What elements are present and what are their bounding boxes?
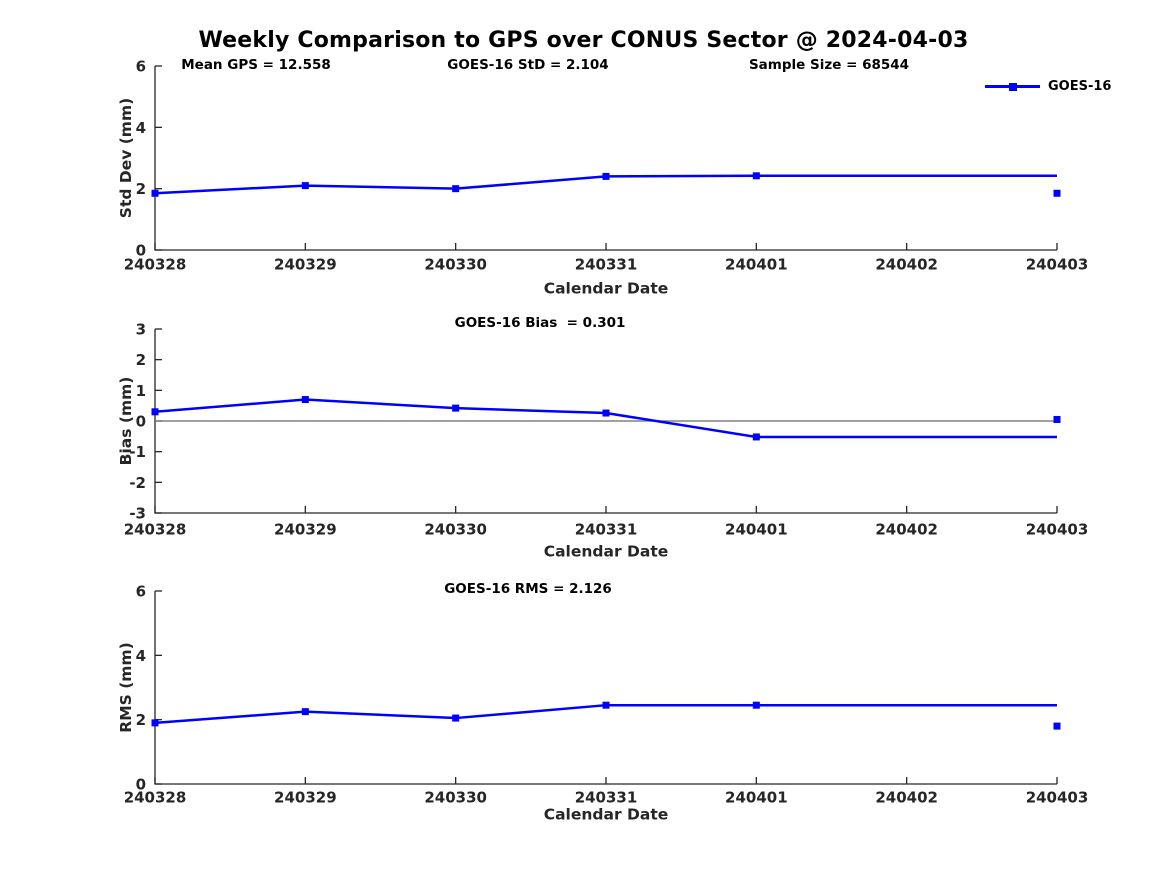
figure-title: Weekly Comparison to GPS over CONUS Sect… [198,28,969,53]
data-point-marker [301,396,309,404]
y-tick-label: 2 [136,351,146,369]
y-axis-label: Bias (mm) [117,377,135,466]
y-axis-label: RMS (mm) [117,642,135,732]
x-tick-label: 240328 [124,256,187,274]
data-point-marker [301,708,309,716]
annotation: Mean GPS = 12.558 [181,57,331,73]
x-axis-label: Calendar Date [544,806,669,824]
x-tick-label: 240330 [424,256,487,274]
x-tick-label: 240329 [274,256,337,274]
y-axis-label: Std Dev (mm) [117,98,135,218]
x-tick-label: 240402 [875,256,938,274]
x-tick-label: 240328 [124,521,187,539]
x-tick-label: 240403 [1026,789,1089,807]
annotation: GOES-16 StD = 2.104 [447,57,608,73]
data-point-marker [151,408,159,416]
y-tick-label: 4 [136,647,146,665]
x-tick-label: 240330 [424,521,487,539]
x-axis-label: Calendar Date [544,543,669,561]
data-point-marker [1053,189,1061,197]
y-tick-label: 2 [136,711,146,729]
y-tick-label: -1 [129,443,146,461]
data-point-marker [452,185,460,193]
data-line [154,398,1057,439]
data-point-marker [752,172,760,180]
data-point-marker [752,701,760,709]
x-tick-label: 240328 [124,789,187,807]
data-point-marker [752,433,760,441]
data-point-marker [452,404,460,412]
annotation: GOES-16 Bias = 0.301 [455,315,626,331]
annotation: GOES-16 RMS = 2.126 [444,581,612,597]
data-point-marker [602,172,610,180]
y-tick-label: 4 [136,119,146,137]
legend-label: GOES-16 [1048,79,1112,94]
data-point-marker [602,409,610,417]
x-tick-label: 240403 [1026,521,1089,539]
data-point-marker [301,182,309,190]
y-tick-label: 6 [136,58,146,76]
data-point-marker [151,189,159,197]
data-point-marker [602,701,610,709]
x-axis-label: Calendar Date [544,280,669,298]
legend: GOES-16 [985,79,1111,94]
legend-line-sample [985,82,1040,91]
x-tick-label: 240329 [274,789,337,807]
data-point-marker [1053,415,1061,423]
y-tick-label: 0 [136,413,146,431]
x-tick-label: 240401 [725,256,788,274]
legend-square-marker-icon [1008,82,1017,91]
x-tick-label: 240329 [274,521,337,539]
x-tick-label: 240331 [575,256,638,274]
x-tick-label: 240331 [575,789,638,807]
y-tick-label: 0 [136,242,146,260]
y-tick-label: -3 [129,505,146,523]
axis-frame [154,591,1057,785]
y-tick-label: 2 [136,180,146,198]
axis-frame [154,66,1057,251]
data-point-marker [452,714,460,722]
x-tick-label: 240402 [875,521,938,539]
y-tick-label: 1 [136,382,146,400]
data-point-marker [151,719,159,727]
x-tick-label: 240401 [725,521,788,539]
y-tick-label: 3 [136,321,146,339]
x-tick-label: 240331 [575,521,638,539]
y-tick-label: -2 [129,474,146,492]
x-tick-label: 240402 [875,789,938,807]
data-point-marker [1053,722,1061,730]
y-tick-label: 6 [136,583,146,601]
annotation: Sample Size = 68544 [749,57,909,73]
x-tick-label: 240403 [1026,256,1089,274]
y-tick-label: 0 [136,776,146,794]
x-tick-label: 240330 [424,789,487,807]
x-tick-label: 240401 [725,789,788,807]
